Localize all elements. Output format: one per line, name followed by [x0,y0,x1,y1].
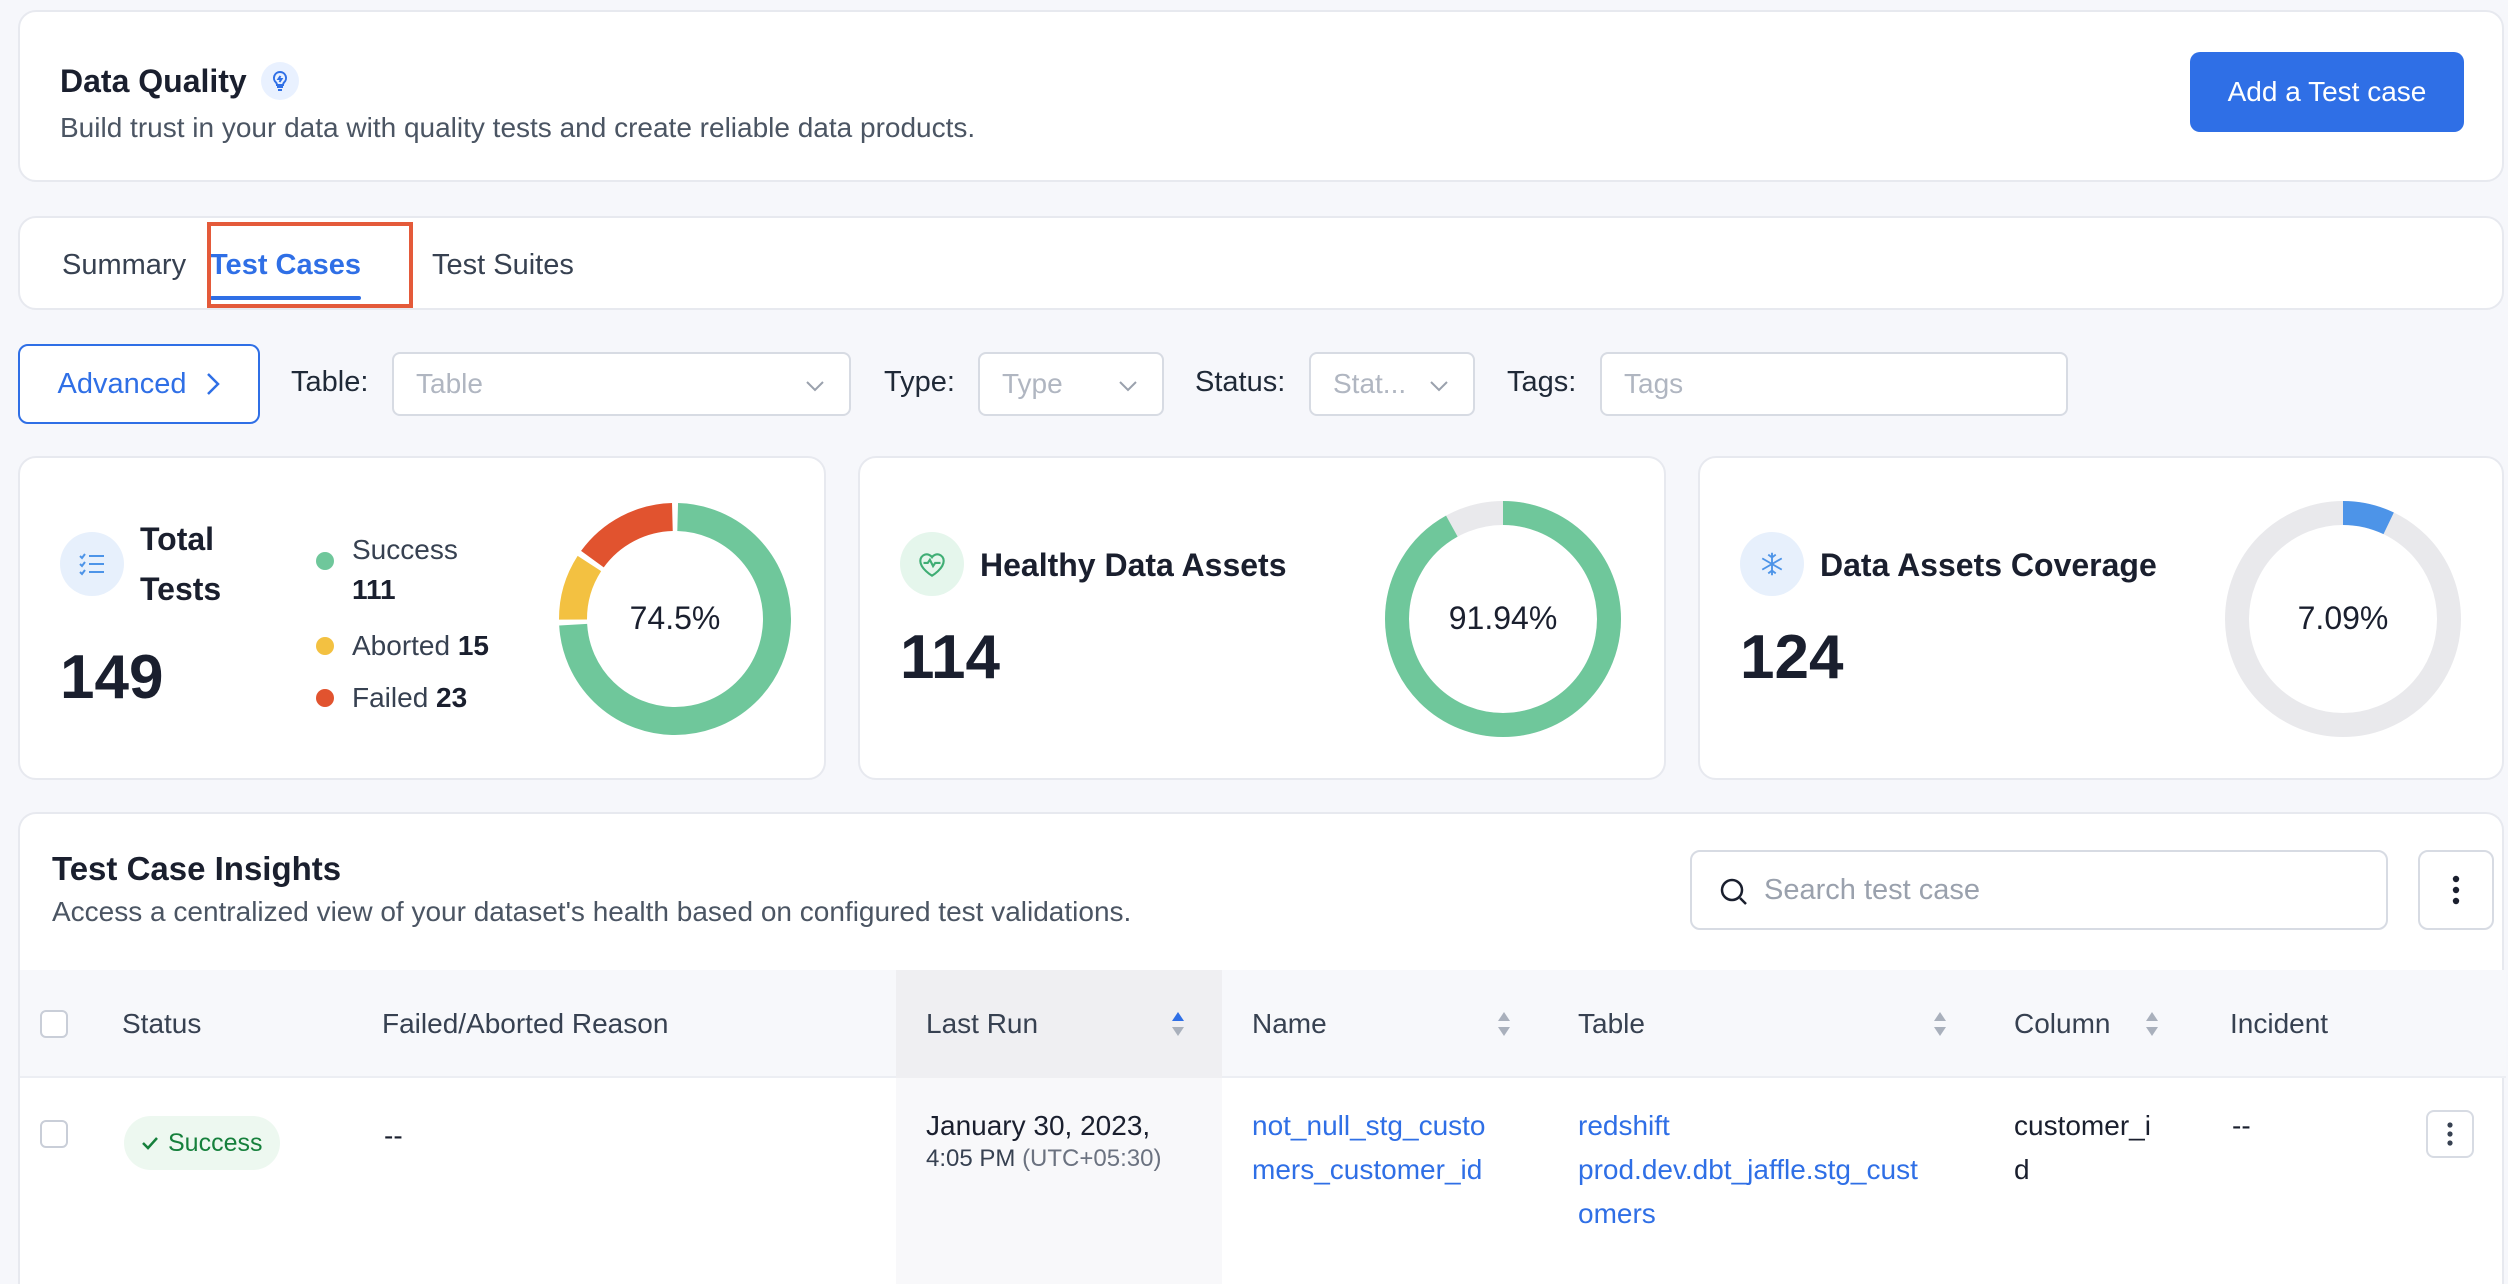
tab-test-cases[interactable]: Test Cases [210,218,361,312]
more-options-button[interactable] [2418,850,2494,930]
table-link[interactable]: redshift prod.dev.dbt_jaffle.stg_cust om… [1578,1110,1918,1229]
donut-healthy-arc [1385,501,1621,737]
failed-dot [316,689,334,707]
status-badge-label: Success [168,1128,263,1157]
tags-filter-input[interactable]: Tags [1600,352,2068,416]
aborted-dot [316,637,334,655]
coverage-title: Data Assets Coverage [1820,547,2157,583]
coverage-donut: 7.09% [2225,501,2461,737]
sorted-column-bg [896,970,1222,1078]
coverage-percent-label: 7.09% [2298,600,2389,636]
sort-icon[interactable] [1932,1010,1948,1038]
last-run-cell: January 30, 2023, 4:05 PM (UTC+05:30) [926,1108,1161,1174]
total-tests-value: 149 [60,643,164,712]
col-failed-aborted-reason[interactable]: Failed/Aborted Reason [382,1008,669,1039]
legend-success: Success 111 [316,530,489,626]
col-incident[interactable]: Incident [2230,1008,2329,1039]
row-checkbox[interactable] [40,1120,68,1148]
search-icon [1720,878,1747,905]
row-actions-button[interactable] [2426,1110,2474,1158]
col-table[interactable]: Table [1578,1008,1645,1039]
status-filter-label: Status: [1195,366,1286,398]
snowflake-icon [1740,532,1804,596]
data-assets-coverage-card: Data Assets Coverage 124 7.09% [1698,456,2504,780]
col-column[interactable]: Column [2014,1008,2111,1039]
healthy-data-assets-card: Healthy Data Assets 114 91.94% [858,456,1666,780]
checklist-icon [60,532,124,596]
incident-cell: -- [2232,1110,2251,1141]
healthy-value: 114 [900,623,1001,692]
chevron-down-icon [1430,381,1448,392]
search-test-case-input[interactable]: Search test case [1690,850,2388,930]
active-tab-highlight [207,222,413,308]
tab-bar: Summary Test Cases Test Suites [18,216,2504,310]
test-case-insights-panel: Test Case Insights Access a centralized … [18,812,2506,1284]
total-tests-donut: 74.5% [559,503,791,735]
chevron-down-icon [806,381,824,392]
column-cell: customer_i d [2014,1110,2151,1185]
donut-coverage-arc [2225,501,2461,737]
col-status[interactable]: Status [122,1008,202,1039]
heart-pulse-icon [900,532,964,596]
tab-test-suites[interactable]: Test Suites [432,248,574,281]
success-dot [316,552,334,570]
col-name[interactable]: Name [1252,1008,1327,1039]
insights-title: Test Case Insights [52,850,342,887]
total-tests-title: Total Tests [140,521,222,607]
advanced-label: Advanced [57,367,187,400]
chevron-down-icon [1119,381,1137,392]
coverage-value: 124 [1740,623,1844,692]
table-header: Status Failed/Aborted Reason Last Run Na… [20,970,2506,1078]
legend-failed: Failed 23 [316,678,489,730]
table-filter-label: Table: [291,366,369,398]
status-filter-select[interactable]: Stat... [1309,352,1475,416]
status-badge: Success [124,1116,281,1170]
type-filter-label: Type: [884,366,955,398]
sorted-column-body-bg [896,1078,1222,1284]
search-placeholder: Search test case [1764,873,1980,906]
tags-filter-label: Tags: [1507,366,1577,398]
lightbulb-icon[interactable] [260,62,299,100]
total-percent-label: 74.5% [630,600,721,636]
page-title: Data Quality [60,62,247,99]
page-subtitle: Build trust in your data with quality te… [60,112,976,143]
table-filter-select[interactable]: Table [392,352,851,416]
add-test-case-button[interactable]: Add a Test case [2190,52,2464,132]
check-icon [142,1137,158,1150]
col-last-run[interactable]: Last Run [926,1008,1039,1039]
tags-filter-placeholder: Tags [1624,368,1684,399]
healthy-percent-label: 91.94% [1449,600,1558,636]
table-filter-placeholder: Table [416,368,483,399]
tab-summary[interactable]: Summary [62,248,187,281]
type-filter-select[interactable]: Type [978,352,1164,416]
kebab-menu-icon [2452,875,2460,905]
title-row: Data Quality [60,62,299,100]
sort-icon[interactable] [1496,1010,1512,1038]
last-run-date: January 30, 2023, [926,1110,1151,1141]
type-filter-placeholder: Type [1002,368,1063,399]
advanced-filter-button[interactable]: Advanced [18,344,260,424]
insights-subtitle: Access a centralized view of your datase… [52,896,1132,927]
status-legend: Success 111 Aborted 15 Failed 23 [316,530,489,730]
test-name-link[interactable]: not_null_stg_custo mers_customer_id [1252,1110,1486,1185]
page-header: Data Quality Build trust in your data wi… [18,10,2504,182]
select-all-checkbox[interactable] [40,1010,68,1038]
legend-aborted: Aborted 15 [316,626,489,678]
total-tests-card: Total Tests 149 Success 111 Aborted 15 Fa… [18,456,826,780]
last-run-time-row: 4:05 PM (UTC+05:30) [926,1145,1162,1172]
healthy-donut: 91.94% [1385,501,1621,737]
kebab-menu-icon [2447,1122,2453,1146]
status-filter-placeholder: Stat... [1333,368,1407,399]
sort-icon[interactable] [1170,1010,1186,1038]
chevron-right-icon [206,373,220,395]
sort-icon[interactable] [2144,1010,2160,1038]
healthy-title: Healthy Data Assets [980,547,1287,583]
reason-cell: -- [384,1120,403,1151]
